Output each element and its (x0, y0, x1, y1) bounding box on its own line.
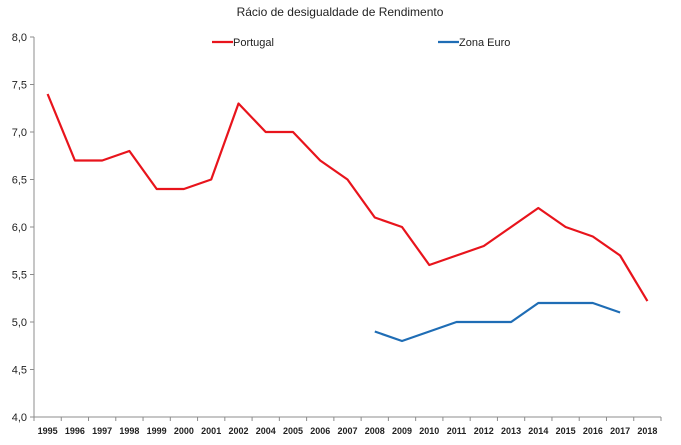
x-tick-label: 2007 (337, 426, 357, 436)
x-tick-labels: 1995 1996 1997 1998 1999 2000 2001 2002 2004 2005… (38, 426, 658, 436)
y-tick-labels: 4,0 4,5 5,0 5,5 6,0 6,5 7,0 7,5 8,0 (12, 32, 27, 424)
axes (30, 36, 662, 421)
x-tick-label: 2009 (392, 426, 412, 436)
x-tick-label: 2013 (501, 426, 521, 436)
y-tick-label: 6,0 (12, 222, 27, 234)
x-tick-label: 2014 (528, 426, 548, 436)
series-lines (46, 93, 649, 343)
legend-label: Portugal (233, 37, 274, 49)
x-tick-label: 2016 (583, 426, 603, 436)
x-tick-label: 1996 (65, 426, 85, 436)
y-tick-label: 6,5 (12, 175, 27, 187)
y-tick-label: 7,0 (12, 127, 27, 139)
y-tick-label: 8,0 (12, 32, 27, 44)
x-tick-label: 2008 (365, 426, 385, 436)
x-tick-label: 2012 (474, 426, 494, 436)
series-line-1 (374, 301, 621, 343)
y-tick-label: 5,0 (12, 317, 27, 329)
y-tick-label: 5,5 (12, 270, 27, 282)
x-tick-label: 1999 (147, 426, 167, 436)
x-tick-label: 2018 (637, 426, 657, 436)
x-tick-label: 1995 (38, 426, 58, 436)
x-tick-label: 2000 (174, 426, 194, 436)
x-tick-label: 2015 (556, 426, 576, 436)
legend-label: Zona Euro (459, 37, 510, 49)
x-tick-label: 2005 (283, 426, 303, 436)
x-tick-label: 2017 (610, 426, 630, 436)
x-tick-label: 2011 (447, 426, 467, 436)
x-tick-label: 1998 (119, 426, 139, 436)
y-tick-label: 7,5 (12, 80, 27, 92)
x-tick-label: 1997 (92, 426, 112, 436)
x-tick-label: 2002 (228, 426, 248, 436)
x-tick-label: 2010 (419, 426, 439, 436)
legend: Portugal Zona Euro (212, 37, 510, 49)
y-tick-label: 4,0 (12, 412, 27, 424)
chart-title: Rácio de desigualdade de Rendimento (237, 5, 444, 19)
x-tick-label: 2004 (256, 426, 276, 436)
series-line-0 (46, 93, 649, 302)
x-tick-label: 2006 (310, 426, 330, 436)
y-tick-label: 4,5 (12, 365, 27, 377)
x-tick-label: 2001 (201, 426, 221, 436)
